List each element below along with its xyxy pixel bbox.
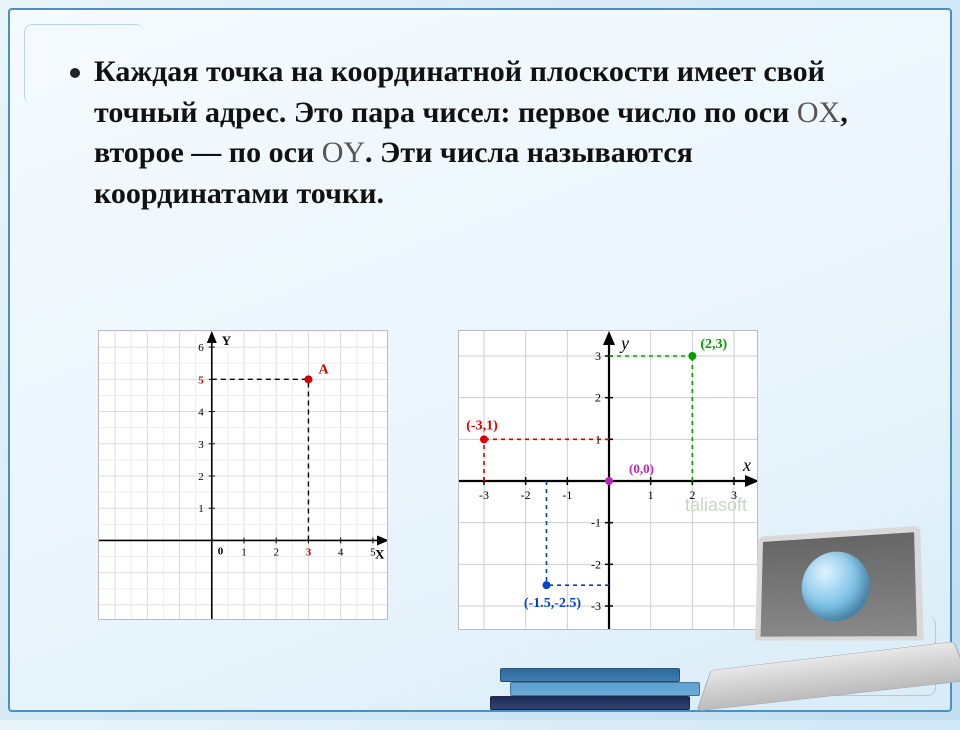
paragraph-text: Каждая точка на координатной плоскости и… <box>94 52 890 214</box>
svg-text:y: y <box>619 333 629 353</box>
svg-text:-3: -3 <box>479 488 489 502</box>
slide-frame: Каждая точка на координатной плоскости и… <box>8 8 952 712</box>
svg-text:(-1.5,-2.5): (-1.5,-2.5) <box>524 596 581 611</box>
svg-text:4: 4 <box>338 546 344 558</box>
laptop-decoration <box>690 530 960 730</box>
svg-text:5: 5 <box>198 374 204 386</box>
book-spine <box>510 682 700 696</box>
chart-left-single-point: 123451234560XYA <box>98 330 388 620</box>
bullet-icon <box>70 68 80 78</box>
svg-text:1: 1 <box>198 503 204 515</box>
charts-row: 123451234560XYA taliasoftxy-3-2-1123-3-2… <box>98 330 758 630</box>
svg-text:(2,3): (2,3) <box>700 337 727 352</box>
svg-text:4: 4 <box>198 407 204 419</box>
laptop-screen <box>755 526 924 641</box>
svg-text:-2: -2 <box>591 557 601 571</box>
content-area: Каждая точка на координатной плоскости и… <box>70 52 890 214</box>
globe-icon <box>801 550 870 622</box>
svg-text:X: X <box>375 546 385 561</box>
svg-text:3: 3 <box>306 546 312 558</box>
svg-text:A: A <box>318 362 329 377</box>
svg-text:3: 3 <box>731 488 737 502</box>
bullet-paragraph: Каждая точка на координатной плоскости и… <box>70 52 890 214</box>
svg-text:(0,0): (0,0) <box>629 461 654 476</box>
svg-text:2: 2 <box>273 546 279 558</box>
svg-text:1: 1 <box>648 488 654 502</box>
svg-text:2: 2 <box>689 488 695 502</box>
svg-text:2: 2 <box>198 471 204 483</box>
svg-text:6: 6 <box>198 342 204 354</box>
book-spine <box>490 696 690 710</box>
svg-text:-1: -1 <box>591 516 601 530</box>
book-stack-decoration <box>490 662 710 710</box>
svg-text:3: 3 <box>198 439 204 451</box>
svg-text:Y: Y <box>222 333 232 348</box>
svg-text:1: 1 <box>241 546 247 558</box>
laptop-keyboard <box>696 641 960 711</box>
svg-text:x: x <box>742 455 751 475</box>
svg-text:2: 2 <box>595 391 601 405</box>
svg-text:(-3,1): (-3,1) <box>466 418 498 433</box>
svg-text:-1: -1 <box>562 488 572 502</box>
svg-text:-2: -2 <box>521 488 531 502</box>
book-spine <box>500 668 680 682</box>
svg-text:-3: -3 <box>591 599 601 613</box>
svg-text:3: 3 <box>595 349 601 363</box>
svg-text:0: 0 <box>218 545 224 557</box>
